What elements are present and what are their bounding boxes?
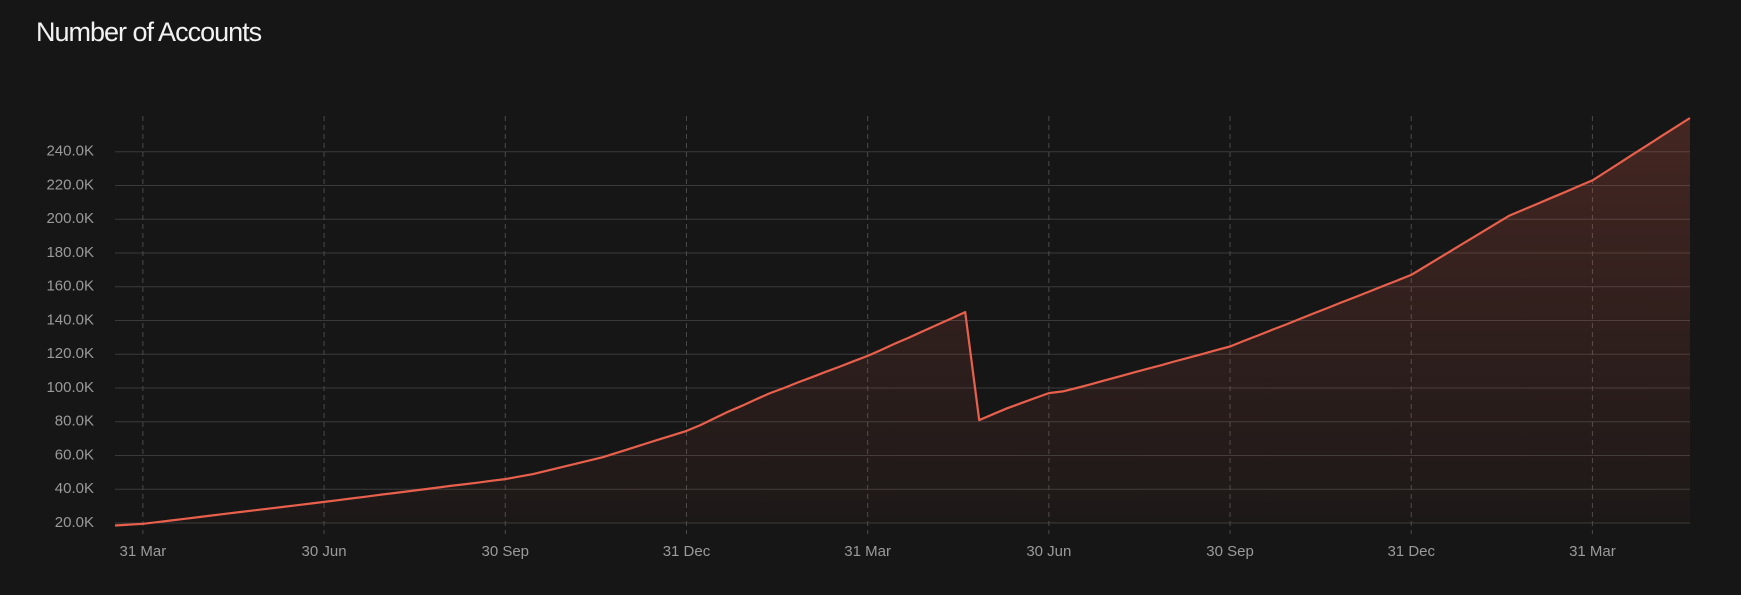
x-tick-label: 31 Dec: [1387, 543, 1435, 560]
y-tick-label: 180.0K: [46, 244, 94, 261]
y-tick-label: 200.0K: [46, 210, 94, 227]
y-tick-label: 120.0K: [46, 345, 94, 362]
y-tick-label: 80.0K: [55, 413, 94, 430]
y-tick-label: 20.0K: [55, 514, 94, 531]
x-tick-label: 30 Sep: [481, 543, 529, 560]
y-tick-label: 60.0K: [55, 446, 94, 463]
y-tick-label: 40.0K: [55, 480, 94, 497]
y-tick-label: 100.0K: [46, 379, 94, 396]
x-tick-label: 31 Mar: [1569, 543, 1616, 560]
y-tick-label: 160.0K: [46, 278, 94, 295]
y-tick-label: 140.0K: [46, 311, 94, 328]
area: [115, 118, 1690, 526]
x-tick-label: 31 Mar: [120, 543, 167, 560]
x-tick-label: 30 Jun: [302, 543, 347, 560]
x-tick-label: 31 Dec: [663, 543, 711, 560]
chart-title: Number of Accounts: [36, 17, 262, 47]
line: [114, 117, 1691, 527]
x-tick-label: 30 Sep: [1206, 543, 1254, 560]
x-tick-label: 30 Jun: [1026, 543, 1071, 560]
x-tick-label: 31 Mar: [844, 543, 891, 560]
y-tick-label: 240.0K: [46, 143, 94, 160]
y-tick-label: 220.0K: [46, 176, 94, 193]
